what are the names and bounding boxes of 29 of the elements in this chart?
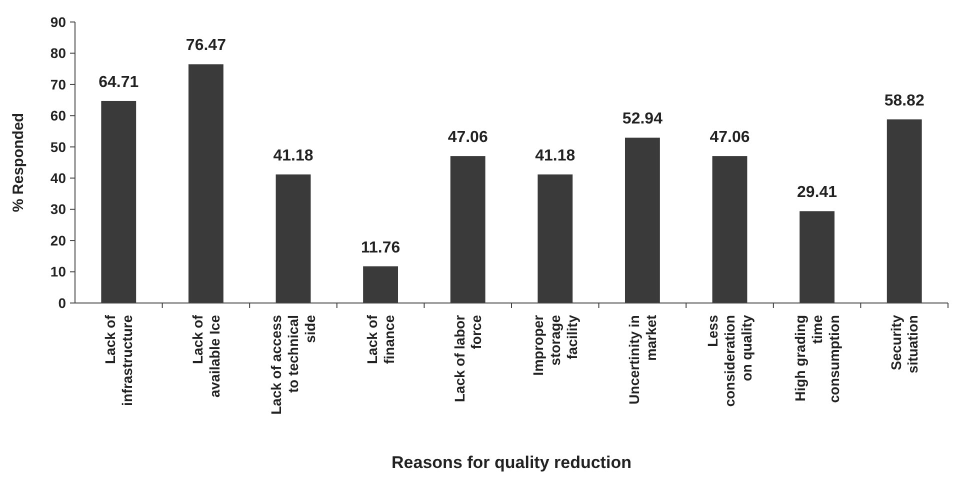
data-label: 11.76: [360, 239, 400, 256]
x-tick-label: Uncertinity in market: [626, 314, 659, 404]
data-label: 52.94: [622, 110, 663, 128]
y-tick-label: 50: [50, 138, 66, 155]
x-tick-label: Lack of infrastructure: [102, 314, 136, 406]
x-tick-label: Lack of finance: [364, 314, 397, 364]
x-tick-label: Lack of access to technical side: [268, 314, 318, 415]
y-tick-label: 70: [50, 76, 66, 92]
y-tick-label: 80: [50, 45, 66, 62]
data-label: 47.06: [448, 129, 488, 146]
x-tick-label: Improper storage facility: [530, 314, 580, 376]
x-tick-label: Lack of labor force: [451, 314, 484, 402]
data-label: 41.18: [535, 147, 576, 164]
y-tick-label: 20: [50, 232, 66, 248]
data-label: 58.82: [884, 92, 924, 110]
y-tick-label: 90: [50, 14, 66, 30]
data-label: 76.47: [186, 37, 226, 54]
y-axis-title: % Responded: [10, 112, 27, 212]
y-tick-label: 40: [50, 170, 66, 186]
y-tick-label: 10: [50, 264, 66, 280]
y-tick-label: 0: [58, 294, 66, 311]
x-axis-title: Reasons for quality reduction: [392, 453, 632, 472]
data-label: 64.71: [98, 74, 139, 91]
data-label: 29.41: [797, 184, 838, 202]
data-label: 41.18: [273, 147, 314, 164]
y-tick-label: 30: [50, 201, 66, 218]
data-label: 47.06: [710, 129, 750, 146]
x-tick-label: Security situation: [888, 314, 921, 374]
y-tick-label: 60: [50, 108, 66, 124]
